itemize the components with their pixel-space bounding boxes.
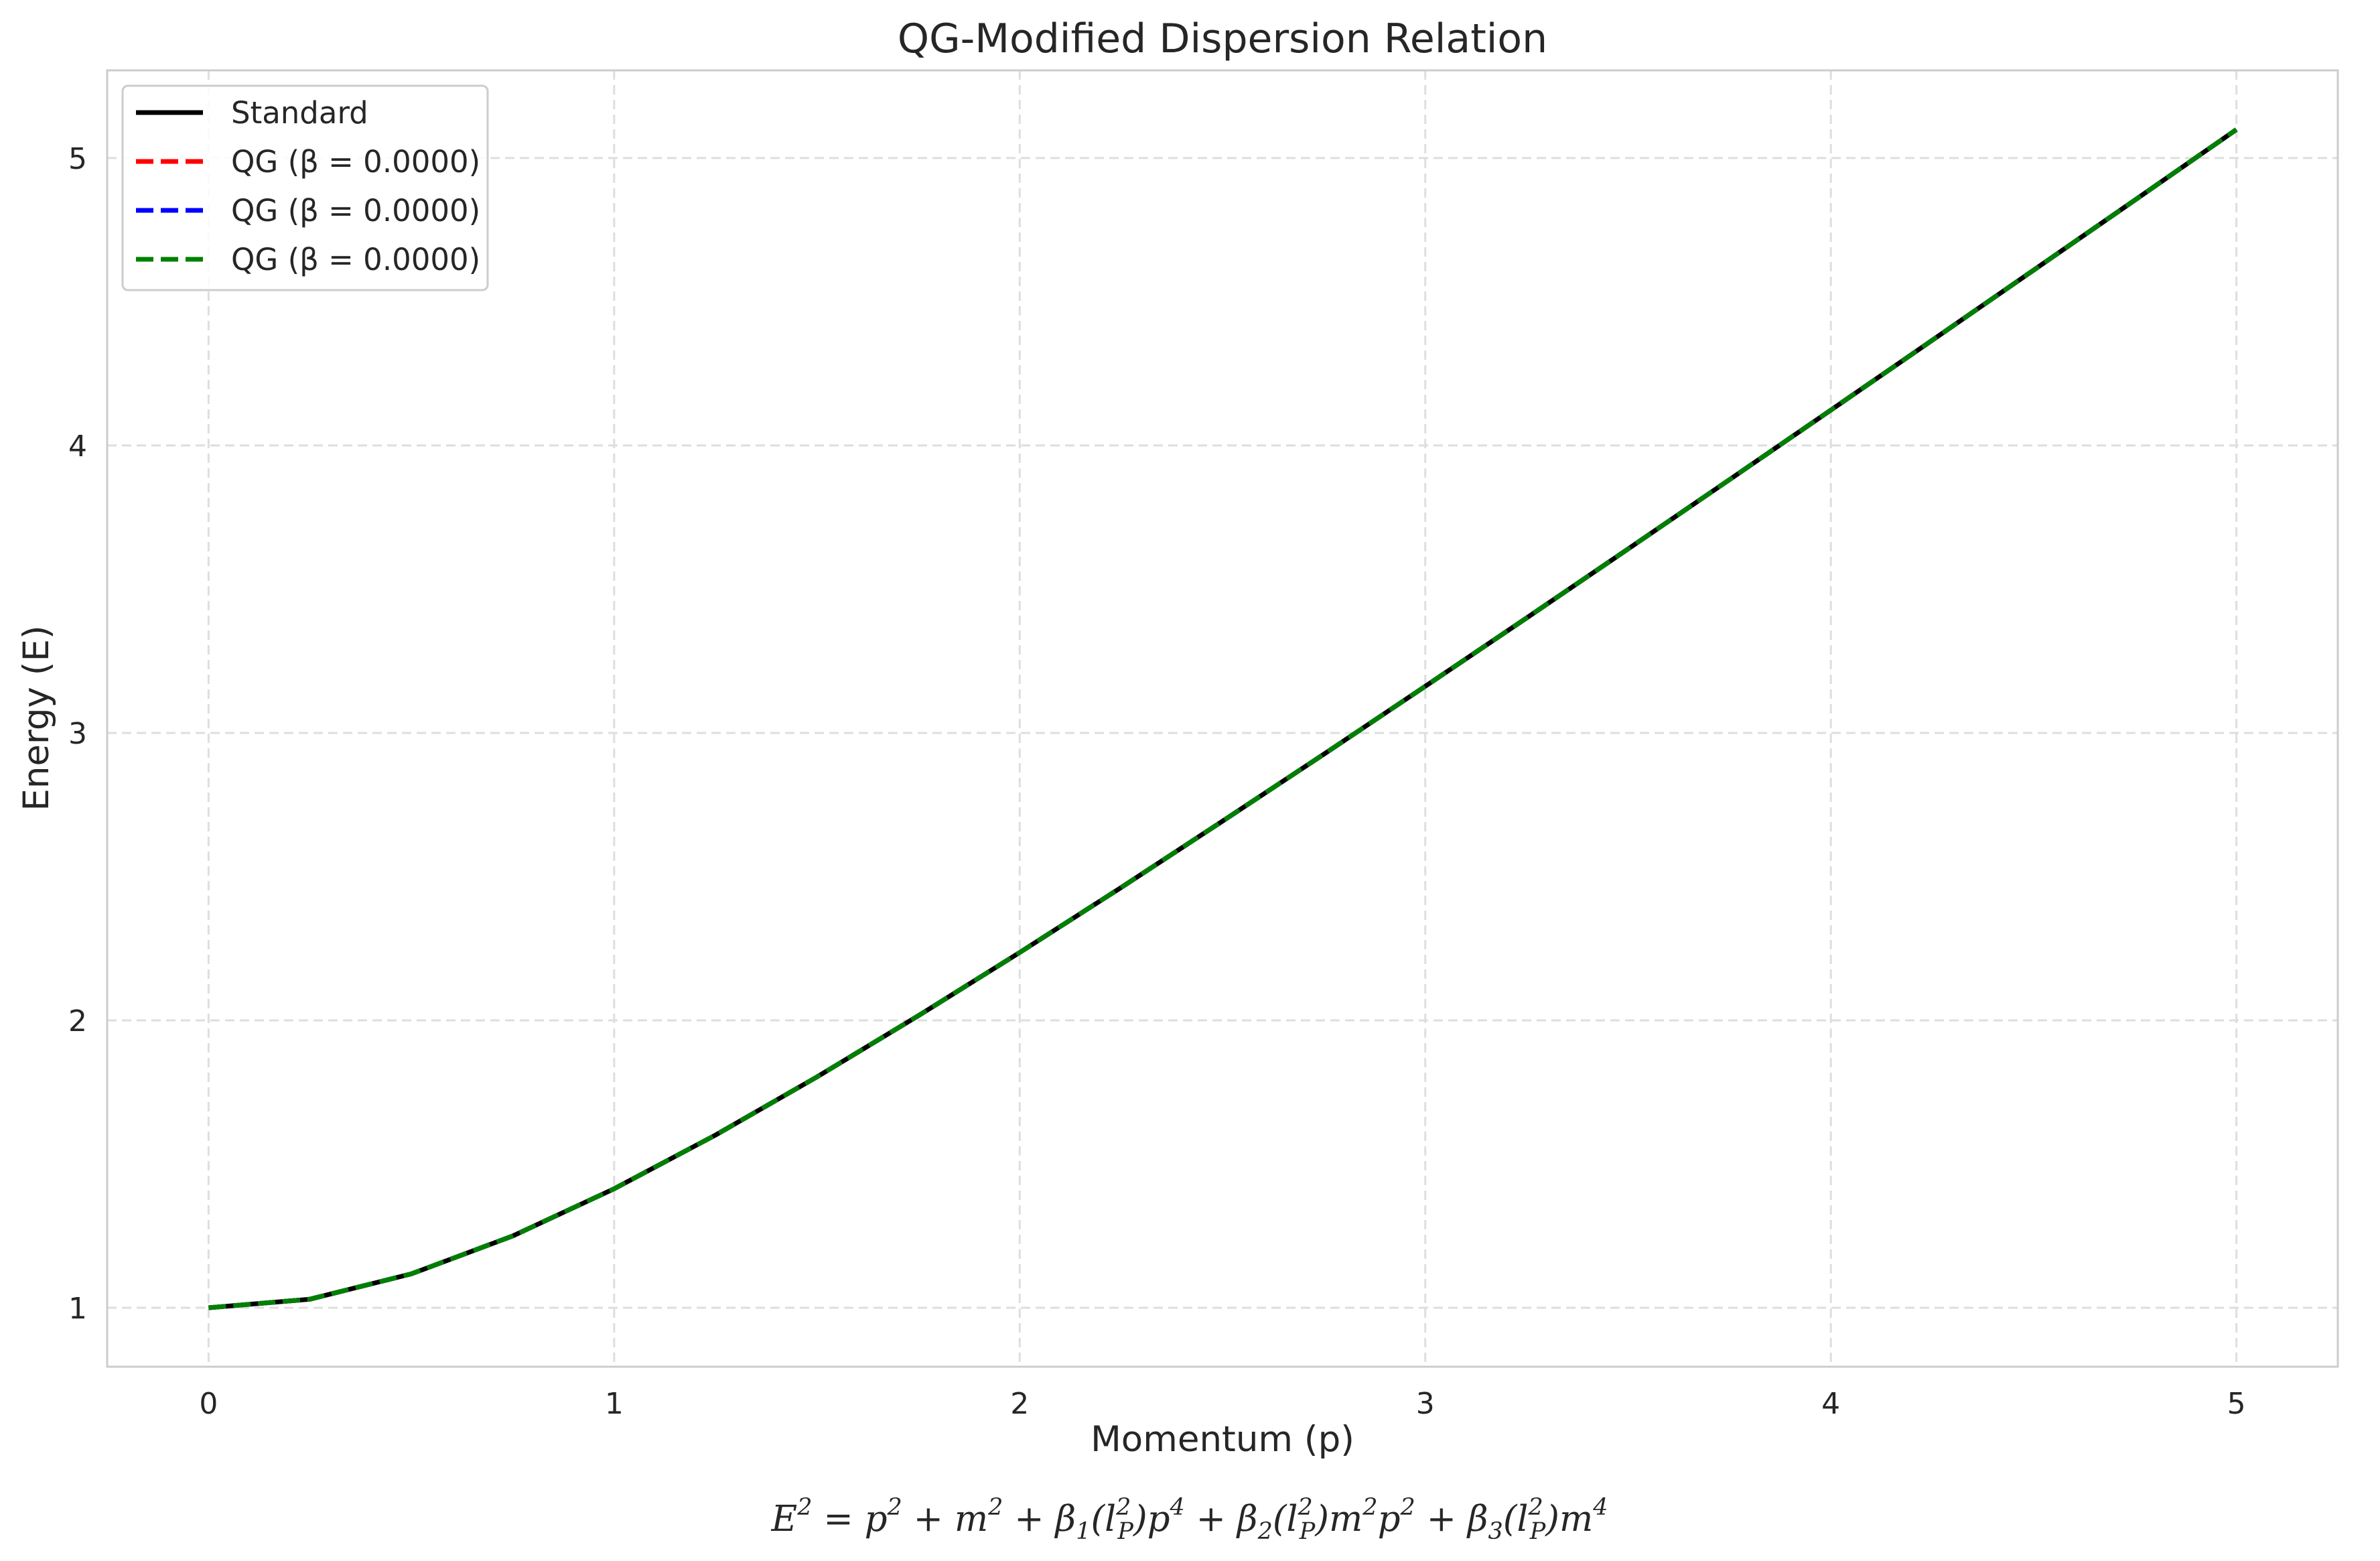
chart-title: QG-Modified Dispersion Relation [898,15,1547,62]
plot-frame [106,69,2339,1368]
legend-label-4: QG (β = 0.0000) [231,242,480,277]
legend-label-2: QG (β = 0.0000) [231,144,480,180]
x-tick-label: 3 [1416,1387,1435,1421]
legend: Standard QG (β = 0.0000) QG (β = 0.0000) QG… [121,84,489,291]
y-tick-label: 2 [68,1004,87,1038]
x-axis-label: Momentum (p) [1091,1419,1354,1460]
series-line-3 [208,127,2238,1310]
x-tick-label: 5 [2227,1387,2246,1421]
series-line-1 [208,127,2238,1310]
x-tick-label: 0 [199,1387,218,1421]
x-tick-label: 1 [605,1387,624,1421]
y-tick-labels: 1 2 3 4 5 [68,142,87,1326]
x-tick-label: 4 [1821,1387,1840,1421]
x-tick-label: 2 [1010,1387,1029,1421]
y-tick-label: 1 [68,1292,87,1326]
x-tick-labels: 0 1 2 3 4 5 [199,1387,2245,1421]
legend-label-3: QG (β = 0.0000) [231,193,480,228]
series-line-4 [208,127,2238,1310]
y-axis-label: Energy (E) [16,625,57,811]
legend-box [121,84,489,291]
y-tick-label: 5 [68,142,87,176]
y-tick-label: 3 [68,717,87,751]
formula-annotation: E2 = p2 + m2 + β1(l2 P)p4 + β2(l2 P)m2p2 +… [770,1494,1608,1545]
series-line-2 [208,127,2238,1310]
y-tick-label: 4 [68,429,87,464]
grid [107,70,2338,1367]
legend-label-1: Standard [231,95,368,131]
series-lines [208,127,2238,1310]
